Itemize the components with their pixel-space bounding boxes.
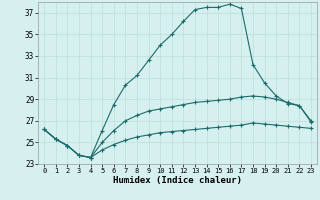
X-axis label: Humidex (Indice chaleur): Humidex (Indice chaleur) bbox=[113, 176, 242, 185]
